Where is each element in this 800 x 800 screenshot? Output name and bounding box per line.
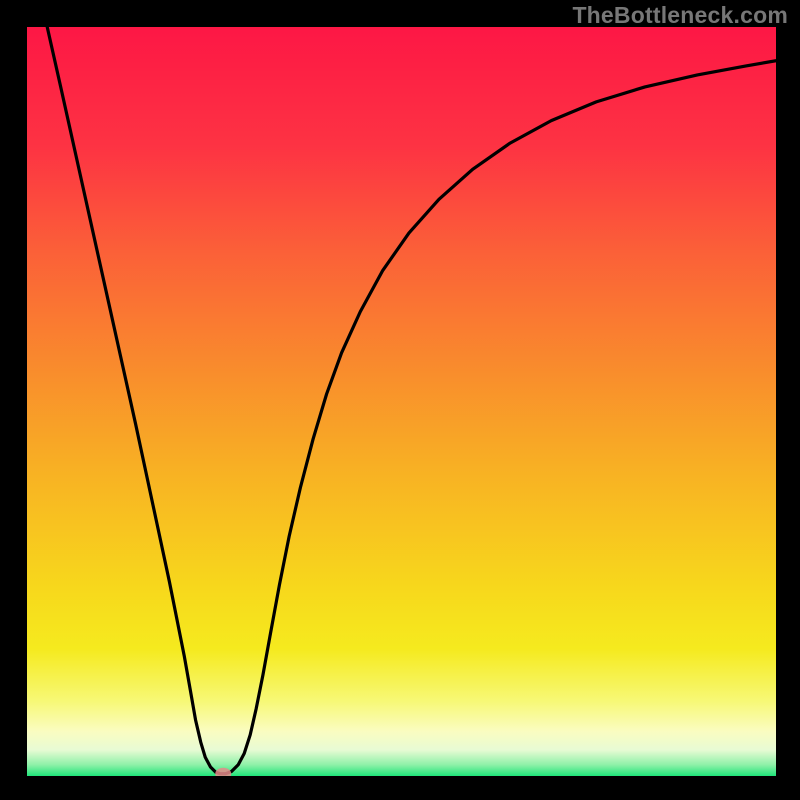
watermark-text: TheBottleneck.com [572,2,788,29]
plot-area [27,27,776,776]
chart-container: { "watermark": { "text": "TheBottleneck.… [0,0,800,800]
curve-svg [27,27,776,776]
bottleneck-curve [47,27,776,774]
minimum-marker [215,768,231,776]
